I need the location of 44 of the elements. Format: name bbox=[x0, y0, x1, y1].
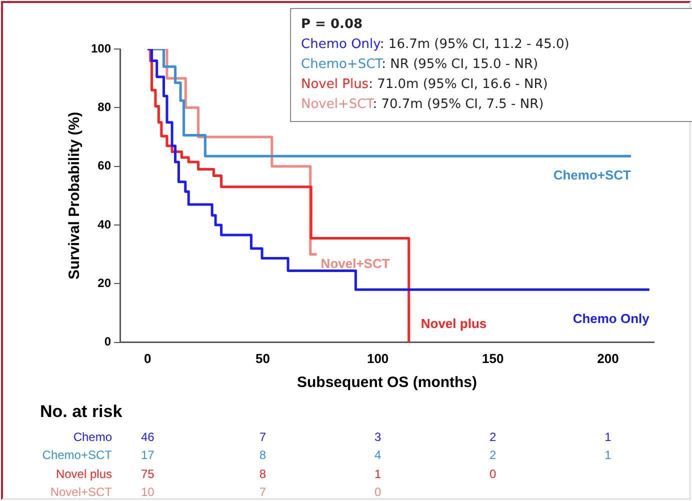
y-tick-label: 100 bbox=[90, 41, 112, 56]
y-tick-label: 60 bbox=[98, 158, 112, 173]
series-label: Novel+SCT bbox=[320, 256, 390, 271]
x-tick-label: 50 bbox=[255, 350, 270, 366]
text: 3 bbox=[373, 430, 382, 444]
text: 8 bbox=[258, 448, 268, 462]
text: Chemo bbox=[73, 430, 112, 444]
y-tick-label: 40 bbox=[98, 217, 112, 232]
x-tick-label: 150 bbox=[482, 350, 504, 366]
x-tick-label: 100 bbox=[366, 350, 389, 366]
annotation: Chemo Only: 16.7m (95% CI, 11.2 - 45.0) bbox=[301, 36, 570, 54]
text: Novel+SCT bbox=[50, 485, 112, 499]
text: 0 bbox=[488, 467, 498, 481]
series-label: Chemo+SCT bbox=[553, 168, 632, 183]
annotation: Novel+SCT: 70.7m (95% CI, 7.5 - NR) bbox=[301, 96, 545, 114]
y-axis-title: Survival Probability (%) bbox=[66, 112, 84, 280]
text: 1 bbox=[604, 448, 612, 462]
text: 2 bbox=[488, 448, 498, 462]
text: 1 bbox=[373, 467, 382, 481]
text: 46 bbox=[140, 430, 156, 444]
y-tick-label: 0 bbox=[104, 334, 112, 349]
text: No. at risk bbox=[40, 402, 122, 422]
annotation: Novel Plus: 71.0m (95% CI, 16.6 - NR) bbox=[301, 76, 549, 94]
text: 7 bbox=[258, 485, 268, 499]
series-label: Chemo Only bbox=[572, 311, 650, 326]
text: P = 0.08 bbox=[301, 17, 363, 32]
text: 17 bbox=[140, 448, 156, 462]
annotation: Chemo+SCT: NR (95% CI, 15.0 - NR) bbox=[301, 56, 540, 74]
text: 1 bbox=[604, 430, 612, 444]
y-tick-label: 20 bbox=[98, 276, 112, 290]
text: 0 bbox=[373, 485, 382, 499]
series-label: Novel plus bbox=[420, 316, 487, 331]
text: 2 bbox=[488, 430, 498, 444]
text: 75 bbox=[140, 467, 156, 481]
text: 4 bbox=[373, 448, 382, 462]
text: 7 bbox=[258, 430, 268, 444]
x-tick-label: 0 bbox=[144, 350, 152, 366]
text: Chemo+SCT bbox=[42, 448, 112, 462]
text: 8 bbox=[258, 467, 268, 481]
x-axis-title: Subsequent OS (months) bbox=[297, 374, 478, 392]
x-tick-label: 200 bbox=[597, 350, 619, 366]
text: 10 bbox=[140, 485, 156, 499]
y-tick-label: 80 bbox=[98, 100, 112, 114]
text: Novel plus bbox=[56, 467, 112, 481]
